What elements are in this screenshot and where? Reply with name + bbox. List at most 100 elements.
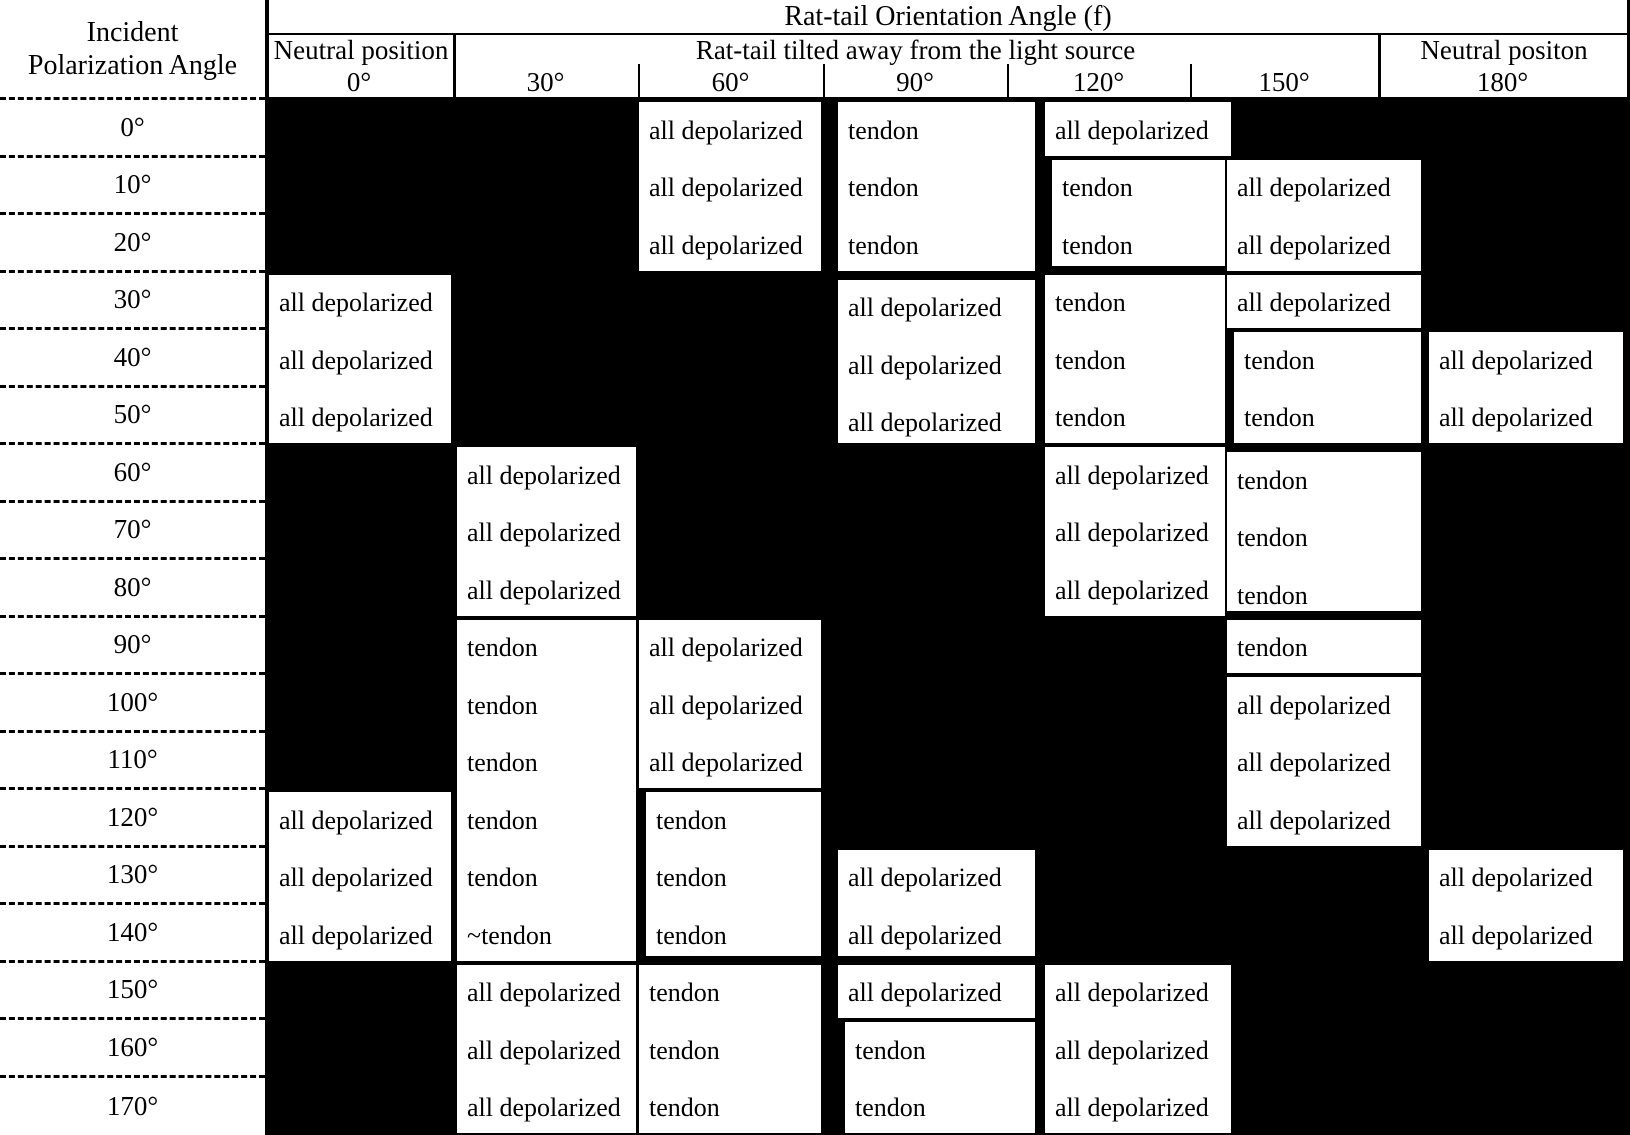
table-cell-block: tendon tendon: [1225, 330, 1423, 445]
row-label-130: 130°: [0, 847, 265, 905]
cell-text: all depolarized: [1055, 1035, 1209, 1065]
column-group-title: Rat-tail Orientation Angle (f): [784, 0, 1112, 32]
row-label-160: 160°: [0, 1020, 265, 1078]
cell-text: tendon: [649, 1093, 720, 1123]
cell-text: all depolarized: [1055, 518, 1209, 548]
tick-label-150: 150°: [1258, 66, 1310, 97]
label-column-divider: [265, 0, 269, 1135]
cell-text: all depolarized: [1439, 403, 1593, 433]
cell-text: all depolarized: [1055, 575, 1209, 605]
cell-text: all depolarized: [1237, 748, 1391, 778]
cell-text: all depolarized: [1055, 115, 1209, 145]
row-label-80: 80°: [0, 560, 265, 618]
cell-text: all depolarized: [1055, 460, 1209, 490]
cell-text: all depolarized: [279, 288, 433, 318]
cell-text: all depolarized: [279, 403, 433, 433]
table-cell-block: all depolarized: [1225, 272, 1423, 330]
cell-text: tendon: [1237, 523, 1308, 553]
cell-text: ~tendon: [467, 920, 552, 950]
row-label-150: 150°: [0, 962, 265, 1020]
table-cell-block: all depolarized all depolarized: [1225, 157, 1423, 273]
cell-text: all depolarized: [848, 350, 1002, 380]
cell-text: tendon: [1055, 288, 1126, 318]
cell-text: all depolarized: [467, 518, 621, 548]
table-cell-block: all depolarized: [1043, 100, 1233, 158]
cell-text: all depolarized: [279, 863, 433, 893]
table-cell-block: all depolarized all depolarized all depola…: [1043, 962, 1233, 1135]
subheader-separator-line: [453, 35, 456, 100]
corner-line1: Incident: [86, 16, 179, 48]
table-cell-block: all depolarized all depolarized all depola…: [1043, 445, 1233, 618]
cell-text: tendon: [1237, 580, 1308, 610]
cell-text: all depolarized: [467, 978, 621, 1008]
cell-text: tendon: [467, 863, 538, 893]
subheader-tilted-label: Rat-tail tilted away from the light sour…: [695, 35, 1136, 65]
subheader-tilted-span: Rat-tail tilted away from the light sour…: [457, 35, 1374, 68]
cell-text: all depolarized: [1439, 920, 1593, 950]
table-cell-block: tendon tendon tendon: [637, 962, 823, 1135]
table-cell-block: tendon tendon: [836, 1020, 1037, 1135]
row-label-120: 120°: [0, 790, 265, 848]
row-label-170: 170°: [0, 1077, 265, 1135]
table-cell-block: all depolarized all depolarized: [1427, 847, 1625, 963]
table-cell-block: all depolarized all depolarized: [1427, 330, 1625, 445]
cell-text: tendon: [1244, 345, 1315, 375]
cell-text: all depolarized: [649, 230, 803, 260]
cell-text: all depolarized: [1055, 1093, 1209, 1123]
cell-text: tendon: [649, 978, 720, 1008]
cell-text: all depolarized: [1237, 690, 1391, 720]
cell-text: tendon: [848, 230, 919, 260]
table-cell-block: tendon tendon tendon tendon tendon ~tendon: [455, 617, 638, 963]
cell-text: tendon: [649, 1035, 720, 1065]
row-label-70: 70°: [0, 502, 265, 560]
cell-text: all depolarized: [1439, 863, 1593, 893]
cell-text: tendon: [467, 690, 538, 720]
cell-text: all depolarized: [848, 408, 1002, 438]
subheader-neutral-left: Neutral position: [269, 35, 453, 100]
cell-text: all depolarized: [649, 173, 803, 203]
cell-text: all depolarized: [649, 690, 803, 720]
cell-text: all depolarized: [1055, 978, 1209, 1008]
row-label-30: 30°: [0, 272, 265, 330]
cell-text: all depolarized: [1237, 230, 1391, 260]
cell-text: all depolarized: [1237, 805, 1391, 835]
cell-text: all depolarized: [467, 1035, 621, 1065]
corner-line2: Polarization Angle: [27, 49, 238, 81]
table-cell-block: all depolarized: [836, 962, 1037, 1020]
tick-label-0: 0°: [346, 66, 372, 97]
cell-text: all depolarized: [848, 920, 1002, 950]
row-label-10: 10°: [0, 157, 265, 215]
tick-label-90: 90°: [896, 66, 934, 97]
cell-text: tendon: [1237, 633, 1308, 663]
subheader-neutral-right-label: Neutral positon: [1420, 35, 1588, 65]
table-cell-block: tendon tendon: [1043, 157, 1233, 273]
tick-separator-line: [638, 64, 640, 100]
row-label-20: 20°: [0, 215, 265, 273]
cell-text: tendon: [1062, 230, 1133, 260]
table-cell-block: tendon: [1225, 617, 1423, 675]
row-label-0: 0°: [0, 100, 265, 158]
table-cell-block: tendon tendon tendon: [1225, 445, 1423, 618]
cell-text: tendon: [467, 633, 538, 663]
tick-separator-line: [823, 64, 825, 100]
cell-text: tendon: [848, 173, 919, 203]
cell-text: all depolarized: [467, 460, 621, 490]
cell-text: all depolarized: [467, 1093, 621, 1123]
row-label-110: 110°: [0, 732, 265, 790]
cell-text: all depolarized: [848, 293, 1002, 323]
cell-text: all depolarized: [848, 863, 1002, 893]
row-label-90: 90°: [0, 617, 265, 675]
table-cell-block: all depolarized all depolarized all depola…: [267, 272, 453, 445]
tick-label-30: 30°: [526, 66, 565, 97]
table-cell-block: all depolarized all depolarized all depola…: [455, 445, 638, 618]
cell-text: all depolarized: [467, 575, 621, 605]
row-label-60: 60°: [0, 445, 265, 503]
subheader-neutral-right: Neutral positon: [1378, 35, 1627, 100]
cell-text: tendon: [656, 863, 727, 893]
cell-text: all depolarized: [649, 748, 803, 778]
column-group-header: Rat-tail Orientation Angle (f): [269, 0, 1627, 35]
tick-label-180: 180°: [1476, 66, 1529, 97]
table-cell-block: all depolarized all depolarized: [836, 847, 1037, 963]
table-cell-block: all depolarized all depolarized all depola…: [836, 272, 1037, 445]
